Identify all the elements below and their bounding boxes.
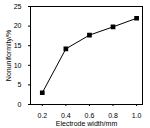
- svg-text:25: 25: [14, 3, 22, 10]
- svg-text:5: 5: [18, 81, 22, 88]
- svg-text:20: 20: [14, 22, 22, 29]
- svg-text:15: 15: [14, 42, 22, 49]
- svg-text:0: 0: [18, 101, 22, 108]
- svg-text:0.4: 0.4: [61, 112, 71, 119]
- svg-text:10: 10: [14, 62, 22, 69]
- svg-text:1.0: 1.0: [132, 112, 142, 119]
- svg-text:0.8: 0.8: [108, 112, 118, 119]
- svg-text:0.2: 0.2: [37, 112, 47, 119]
- svg-text:0.6: 0.6: [85, 112, 95, 119]
- svg-text:Electrode width/mm: Electrode width/mm: [56, 120, 118, 127]
- svg-text:Nonuniformity/%: Nonuniformity/%: [5, 30, 13, 81]
